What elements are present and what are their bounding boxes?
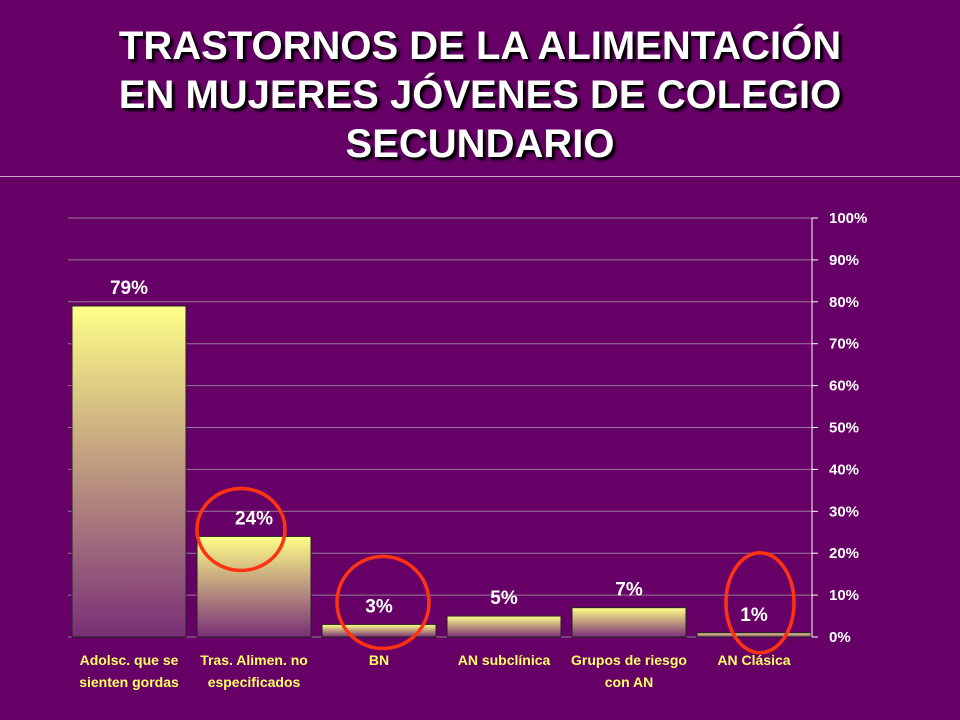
data-label: 79% bbox=[110, 278, 148, 299]
y-tick-label: 20% bbox=[829, 545, 859, 562]
x-tick-label: con AN bbox=[605, 674, 653, 690]
x-tick-label: Adolsc. que se bbox=[80, 652, 179, 668]
data-label: 1% bbox=[740, 605, 768, 626]
x-tick-label: AN Clásica bbox=[717, 652, 790, 668]
highlight-circle bbox=[335, 554, 431, 651]
highlight-circle bbox=[195, 486, 287, 573]
x-tick-label: Tras. Alimen. no bbox=[200, 652, 308, 668]
x-tick-label: especificados bbox=[208, 674, 301, 690]
highlight-circle bbox=[724, 551, 796, 655]
title-line-3: SECUNDARIO bbox=[345, 122, 615, 166]
title-line-1: TRASTORNOS DE LA ALIMENTACIÓN bbox=[118, 24, 842, 68]
y-tick-label: 40% bbox=[829, 461, 859, 478]
data-label: 7% bbox=[615, 580, 643, 601]
highlight-circles bbox=[195, 486, 796, 655]
bars bbox=[71, 305, 812, 638]
labels: 0% 10% 20% 30% 40% 50% 60% 70% 80% 90% 100% 79% Adol… bbox=[79, 210, 867, 690]
data-label: 3% bbox=[365, 596, 393, 617]
y-tick-label: 100% bbox=[829, 210, 867, 227]
y-tick-label: 0% bbox=[829, 629, 851, 646]
title-line-2: EN MUJERES JÓVENES DE COLEGIO bbox=[118, 73, 842, 117]
title-divider bbox=[0, 176, 960, 177]
y-tick-label: 80% bbox=[829, 294, 859, 311]
y-tick-label: 60% bbox=[829, 378, 859, 395]
data-label: 5% bbox=[490, 588, 518, 609]
data-label: 24% bbox=[235, 508, 273, 529]
y-tick-label: 90% bbox=[829, 252, 859, 269]
bar bbox=[196, 535, 312, 638]
chart-title: TRASTORNOS DE LA ALIMENTACIÓN EN MUJERES… bbox=[0, 22, 960, 169]
y-tick-label: 30% bbox=[829, 503, 859, 520]
bar bbox=[71, 305, 187, 638]
grid-lines bbox=[68, 217, 818, 638]
bar bbox=[571, 607, 687, 638]
x-tick-label: AN subclínica bbox=[458, 652, 551, 668]
y-tick-label: 70% bbox=[829, 336, 859, 353]
x-tick-label: Grupos de riesgo bbox=[571, 652, 687, 668]
x-tick-label: sienten gordas bbox=[79, 674, 179, 690]
bar bbox=[696, 632, 812, 638]
y-tick-label: 10% bbox=[829, 587, 859, 604]
y-tick-label: 50% bbox=[829, 420, 859, 437]
bar bbox=[446, 615, 562, 638]
x-tick-label: BN bbox=[369, 652, 389, 668]
